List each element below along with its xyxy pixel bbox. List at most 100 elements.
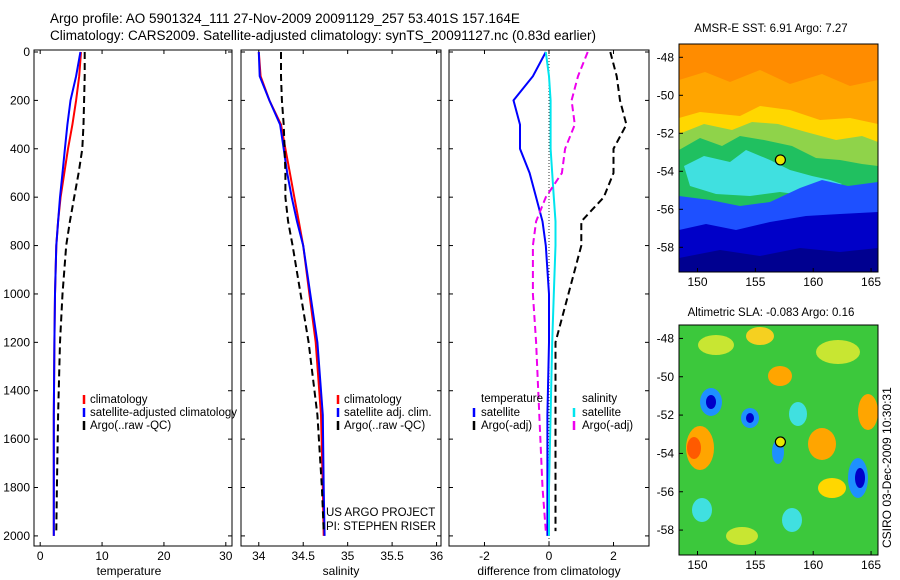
sla-blob <box>855 468 865 488</box>
argo-float-marker <box>774 154 786 166</box>
difference-series <box>512 51 628 536</box>
map-x-tick-label: 160 <box>803 275 823 289</box>
map-y-tick-label: -54 <box>657 164 675 178</box>
sla-blob <box>768 366 792 386</box>
map-y-tick-label: -52 <box>657 126 675 140</box>
sst-map-frame <box>678 43 879 273</box>
legend-label: Argo(..raw -QC) <box>90 420 171 432</box>
temperature-axes-frame <box>33 49 233 547</box>
map-x-tick-label: 150 <box>687 558 707 572</box>
map-y-tick-label: -56 <box>657 485 675 499</box>
sla-map-panel: Altimetric SLA: -0.083 Argo: 0.16 <box>657 307 882 572</box>
map-y-tick-label: -48 <box>657 331 675 345</box>
salinity-series <box>257 51 326 536</box>
sst-map-axes: 150 155 160 165 -48 -50 -52 -54 -56 -58 <box>657 50 882 289</box>
figure-header: Argo profile: AO 5901324_111 27-Nov-2009… <box>50 10 596 44</box>
series-line-argo-raw-qc- <box>55 52 86 532</box>
depth-tick-label: 2000 <box>3 529 30 543</box>
sla-blob <box>726 527 758 545</box>
map-y-tick-label: -54 <box>657 446 675 460</box>
temperature-series <box>52 51 86 536</box>
x-tick-label: 36 <box>430 549 444 563</box>
project-annotation: US ARGO PROJECT <box>326 507 435 519</box>
legend-label: satellite <box>582 407 621 419</box>
legend-label: satellite adj. clim. <box>344 407 432 419</box>
sst-deep-cold-region <box>679 248 878 272</box>
depth-tick-label: 800 <box>10 239 30 253</box>
legend-label: climatology <box>344 394 402 406</box>
sla-map-axes: 150 155 160 165 -48 -50 -52 -54 -56 -58 <box>657 331 882 572</box>
salinity-xlabel: salinity <box>323 564 360 578</box>
x-tick-label: 34.5 <box>292 549 316 563</box>
sla-blob <box>782 508 802 532</box>
legend-label: climatology <box>90 394 148 406</box>
depth-axis: 0 200 400 600 800 1000 1200 1400 1600 1800 2000 <box>3 45 232 543</box>
difference-xlabel: difference from climatology <box>477 564 620 578</box>
map-y-tick-label: -52 <box>657 408 675 422</box>
x-tick-label: 2 <box>610 549 617 563</box>
legend-heading: temperature <box>481 393 543 405</box>
sla-blob <box>706 395 716 409</box>
depth-tick-label: 200 <box>10 93 30 107</box>
x-tick-label: 0 <box>546 549 553 563</box>
sla-blob <box>746 327 774 345</box>
map-x-tick-label: 165 <box>861 558 881 572</box>
sla-map-frame <box>678 324 879 556</box>
x-tick-label: 34 <box>252 549 266 563</box>
legend-label: Argo(-adj) <box>481 420 532 432</box>
header-line-1: Argo profile: AO 5901324_111 27-Nov-2009… <box>50 11 520 26</box>
sst-map-field <box>679 44 878 272</box>
salinity-panel: 34 34.5 35 35.5 36 salinity climatologysatel… <box>240 49 444 578</box>
legend-label: Argo(-adj) <box>582 420 633 432</box>
map-y-tick-label: -58 <box>657 240 675 254</box>
legend-label: Argo(..raw -QC) <box>344 420 425 432</box>
series-line-satellite <box>544 51 557 536</box>
sla-blob <box>687 437 701 459</box>
series-line-argo-adj- <box>531 51 589 532</box>
header-line-2: Climatology: CARS2009. Satellite-adjuste… <box>50 28 597 43</box>
sla-blob <box>746 413 754 423</box>
legend-label: satellite-adjusted climatology <box>90 407 237 419</box>
difference-legend: temperaturesatelliteArgo(-adj)salinitysa… <box>472 393 633 432</box>
depth-tick-label: 1200 <box>3 335 30 349</box>
series-line-argo-adj- <box>554 51 628 532</box>
series-line-argo-raw-qc- <box>280 52 325 532</box>
map-y-tick-label: -50 <box>657 370 675 384</box>
sst-map-panel: AMSR-E SST: 6.91 Argo: 7.27 150 155 160 165… <box>657 23 882 289</box>
sst-cyan-patch <box>684 150 842 196</box>
difference-x-axis: -2 0 2 <box>449 50 649 563</box>
depth-tick-label: 400 <box>10 142 30 156</box>
map-x-tick-label: 150 <box>687 275 707 289</box>
temperature-x-axis: 0 10 20 30 <box>37 50 233 563</box>
credit-stamp: CSIRO 03-Dec-2009 10:30:31 <box>880 387 894 548</box>
x-tick-label: 30 <box>219 549 233 563</box>
sla-blob <box>818 478 846 498</box>
depth-tick-label: 600 <box>10 190 30 204</box>
x-tick-label: 0 <box>37 549 44 563</box>
difference-panel: -2 0 2 difference from climatology tempera… <box>448 49 650 578</box>
x-tick-label: -2 <box>479 549 490 563</box>
map-y-tick-label: -50 <box>657 88 675 102</box>
salinity-axes-frame <box>240 49 442 547</box>
sst-hot-region <box>679 44 878 86</box>
sla-blob <box>789 402 807 426</box>
sla-blob <box>692 498 712 522</box>
depth-tick-label: 0 <box>23 45 30 59</box>
x-tick-label: 20 <box>157 549 171 563</box>
pi-annotation: PI: STEPHEN RISER <box>326 521 436 533</box>
depth-tick-label: 1000 <box>3 287 30 301</box>
series-line-satellite-adjusted-climatology <box>52 51 82 536</box>
map-y-tick-label: -48 <box>657 50 675 64</box>
sla-map-title: Altimetric SLA: -0.083 Argo: 0.16 <box>688 307 855 319</box>
legend-label: satellite <box>481 407 520 419</box>
x-tick-label: 35.5 <box>380 549 404 563</box>
temperature-panel: 0 200 400 600 800 1000 1200 1400 1600 1800 2000 0 1… <box>3 45 237 578</box>
map-x-tick-label: 160 <box>803 558 823 572</box>
map-x-tick-label: 155 <box>745 558 765 572</box>
salinity-x-axis: 34 34.5 35 35.5 36 <box>241 50 444 563</box>
sla-blob <box>698 335 734 355</box>
sla-blob <box>816 340 860 364</box>
depth-tick-label: 1600 <box>3 432 30 446</box>
